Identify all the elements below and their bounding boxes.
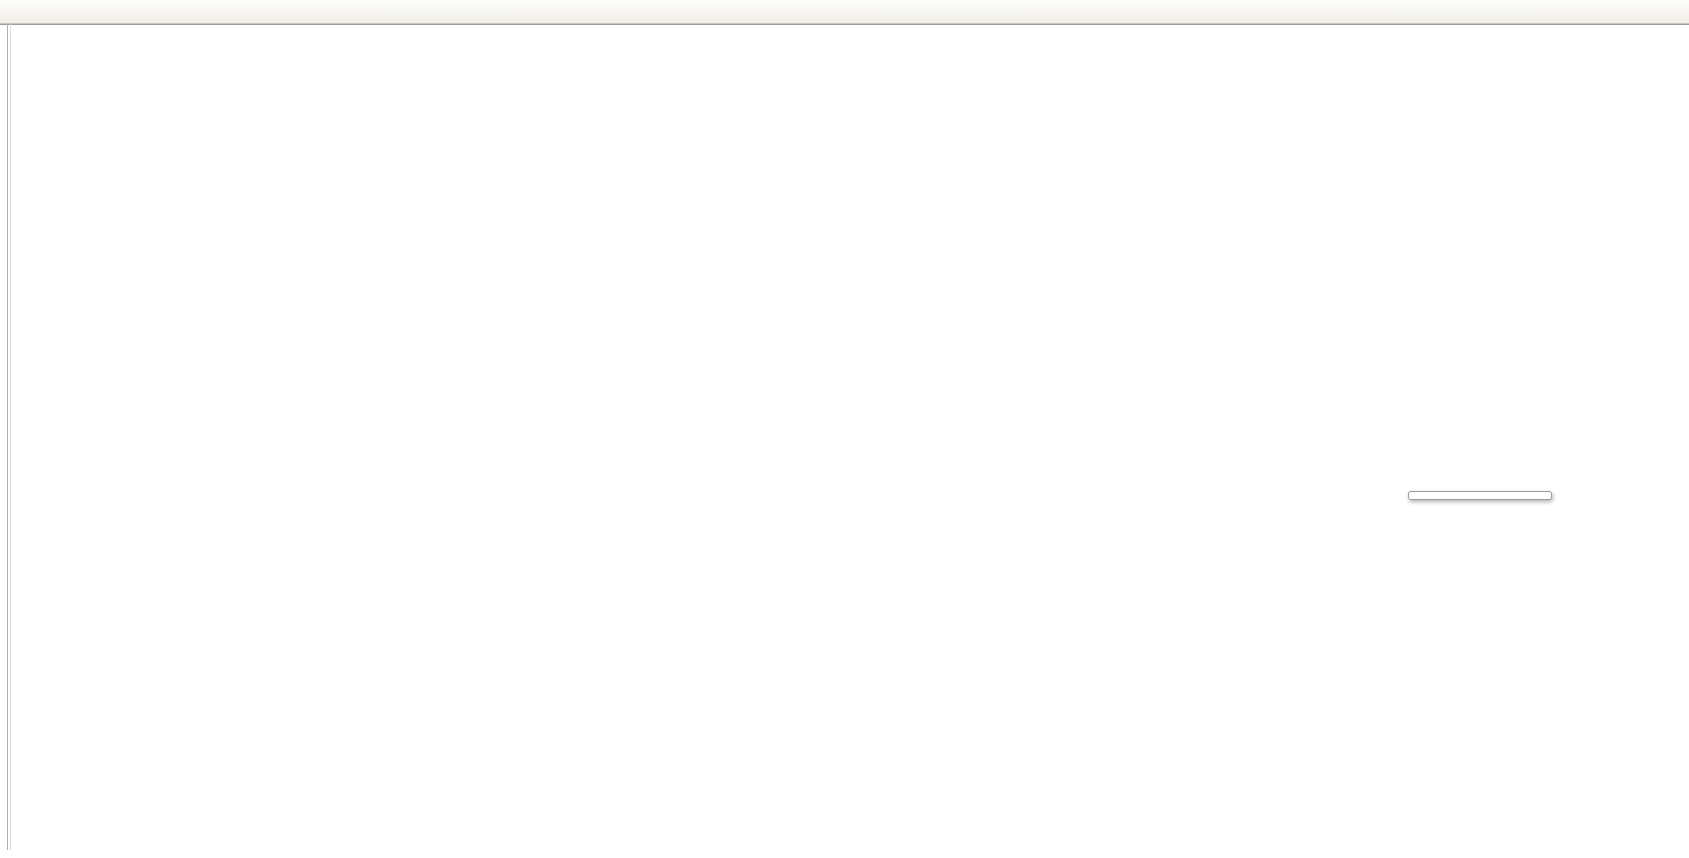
main-toolbar — [0, 0, 1689, 24]
chart-window — [0, 24, 1689, 858]
chart-title-bar — [13, 27, 33, 41]
chart-canvas[interactable] — [0, 24, 1689, 858]
window-left-border — [7, 24, 11, 850]
object-tooltip — [1408, 491, 1552, 500]
